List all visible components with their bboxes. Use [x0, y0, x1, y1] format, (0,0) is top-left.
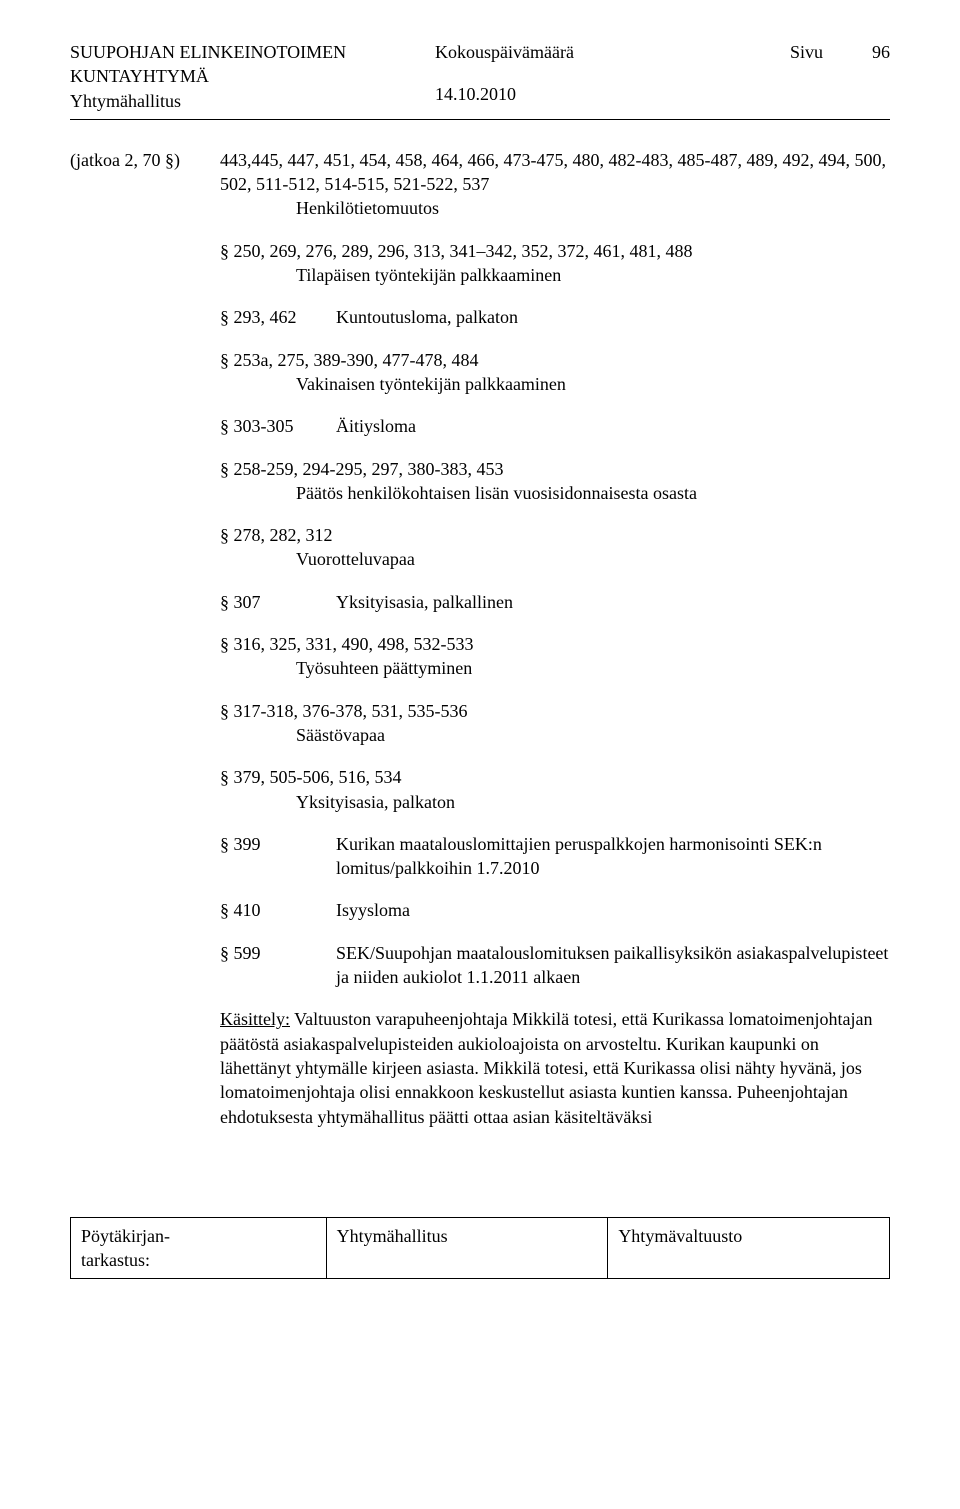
- section-3: § 293, 462 Kuntoutusloma, palkaton: [220, 305, 890, 329]
- section-1: 443,445, 447, 451, 454, 458, 464, 466, 4…: [220, 148, 890, 221]
- p4-text: Vakinaisen työntekijän palkkaaminen: [220, 372, 890, 396]
- page-number: 96: [872, 42, 890, 62]
- p10-nums: § 317-318, 376-378, 531, 535-536: [220, 699, 890, 723]
- p12-lab: § 399: [220, 832, 320, 881]
- content: (jatkoa 2, 70 §) 443,445, 447, 451, 454,…: [70, 148, 890, 1147]
- p5-lab: § 303-305: [220, 414, 320, 438]
- section-4: § 253a, 275, 389-390, 477-478, 484 Vakin…: [220, 348, 890, 397]
- section-5: § 303-305 Äitiysloma: [220, 414, 890, 438]
- footer-left-line1: Pöytäkirjan-: [81, 1224, 316, 1248]
- section-14: § 599 SEK/Suupohjan maatalouslomituksen …: [220, 941, 890, 990]
- section-11: § 379, 505-506, 516, 534 Yksityisasia, p…: [220, 765, 890, 814]
- section-8: § 307 Yksityisasia, palkallinen: [220, 590, 890, 614]
- footer-right: Yhtymävaltuusto: [608, 1218, 889, 1279]
- p2-text: Tilapäisen työntekijän palkkaaminen: [220, 263, 890, 287]
- left-column: (jatkoa 2, 70 §): [70, 148, 200, 1147]
- p5-text: Äitiysloma: [336, 414, 416, 438]
- header-org: SUUPOHJAN ELINKEINOTOIMEN KUNTAYHTYMÄ Yh…: [70, 40, 405, 113]
- section-13: § 410 Isyysloma: [220, 898, 890, 922]
- mid-label: Kokouspäivämäärä: [435, 40, 770, 64]
- org-line2: KUNTAYHTYMÄ: [70, 64, 405, 88]
- p8-text: Yksityisasia, palkallinen: [336, 590, 513, 614]
- p7-text: Vuorotteluvapaa: [220, 547, 890, 571]
- continuation-label: (jatkoa 2, 70 §): [70, 148, 200, 172]
- p9-nums: § 316, 325, 331, 490, 498, 532-533: [220, 632, 890, 656]
- org-line3: Yhtymähallitus: [70, 89, 405, 113]
- p13-lab: § 410: [220, 898, 320, 922]
- p1-text: Henkilötietomuutos: [220, 196, 890, 220]
- p9-text: Työsuhteen päättyminen: [220, 656, 890, 680]
- kasittely-section: Käsittely: Valtuuston varapuheenjohtaja …: [220, 1007, 890, 1128]
- p13-text: Isyysloma: [336, 898, 410, 922]
- p6-nums: § 258-259, 294-295, 297, 380-383, 453: [220, 457, 890, 481]
- p11-text: Yksityisasia, palkaton: [220, 790, 890, 814]
- mid-date: 14.10.2010: [435, 82, 770, 106]
- header-right: Sivu 96: [770, 40, 890, 64]
- right-column: 443,445, 447, 451, 454, 458, 464, 466, 4…: [220, 148, 890, 1147]
- page-header: SUUPOHJAN ELINKEINOTOIMEN KUNTAYHTYMÄ Yh…: [70, 40, 890, 113]
- org-line1: SUUPOHJAN ELINKEINOTOIMEN: [70, 40, 405, 64]
- header-mid: Kokouspäivämäärä 14.10.2010: [405, 40, 770, 107]
- p14-text: SEK/Suupohjan maatalouslomituksen paikal…: [336, 941, 890, 990]
- p8-lab: § 307: [220, 590, 320, 614]
- footer-left-line2: tarkastus:: [81, 1248, 316, 1272]
- kasittely-text: Valtuuston varapuheenjohtaja Mikkilä tot…: [220, 1009, 873, 1126]
- p7-nums: § 278, 282, 312: [220, 523, 890, 547]
- footer: Pöytäkirjan- tarkastus: Yhtymähallitus Y…: [70, 1217, 890, 1280]
- p3-lab: § 293, 462: [220, 305, 320, 329]
- footer-box: Pöytäkirjan- tarkastus: Yhtymähallitus Y…: [70, 1217, 890, 1280]
- header-rule: [70, 119, 890, 120]
- section-10: § 317-318, 376-378, 531, 535-536 Säästöv…: [220, 699, 890, 748]
- section-12: § 399 Kurikan maatalouslomittajien perus…: [220, 832, 890, 881]
- footer-mid: Yhtymähallitus: [327, 1218, 609, 1279]
- p14-lab: § 599: [220, 941, 320, 990]
- p11-nums: § 379, 505-506, 516, 534: [220, 765, 890, 789]
- p6-text: Päätös henkilökohtaisen lisän vuosisidon…: [220, 481, 890, 505]
- footer-left: Pöytäkirjan- tarkastus:: [71, 1218, 327, 1279]
- p2-nums: § 250, 269, 276, 289, 296, 313, 341–342,…: [220, 239, 890, 263]
- section-2: § 250, 269, 276, 289, 296, 313, 341–342,…: [220, 239, 890, 288]
- p4-nums: § 253a, 275, 389-390, 477-478, 484: [220, 348, 890, 372]
- kasittely-label: Käsittely:: [220, 1009, 290, 1029]
- section-7: § 278, 282, 312 Vuorotteluvapaa: [220, 523, 890, 572]
- p3-text: Kuntoutusloma, palkaton: [336, 305, 518, 329]
- page-label: Sivu: [790, 42, 823, 62]
- p1-nums: 443,445, 447, 451, 454, 458, 464, 466, 4…: [220, 148, 890, 197]
- section-6: § 258-259, 294-295, 297, 380-383, 453 Pä…: [220, 457, 890, 506]
- section-9: § 316, 325, 331, 490, 498, 532-533 Työsu…: [220, 632, 890, 681]
- p12-text: Kurikan maatalouslomittajien peruspalkko…: [336, 832, 890, 881]
- p10-text: Säästövapaa: [220, 723, 890, 747]
